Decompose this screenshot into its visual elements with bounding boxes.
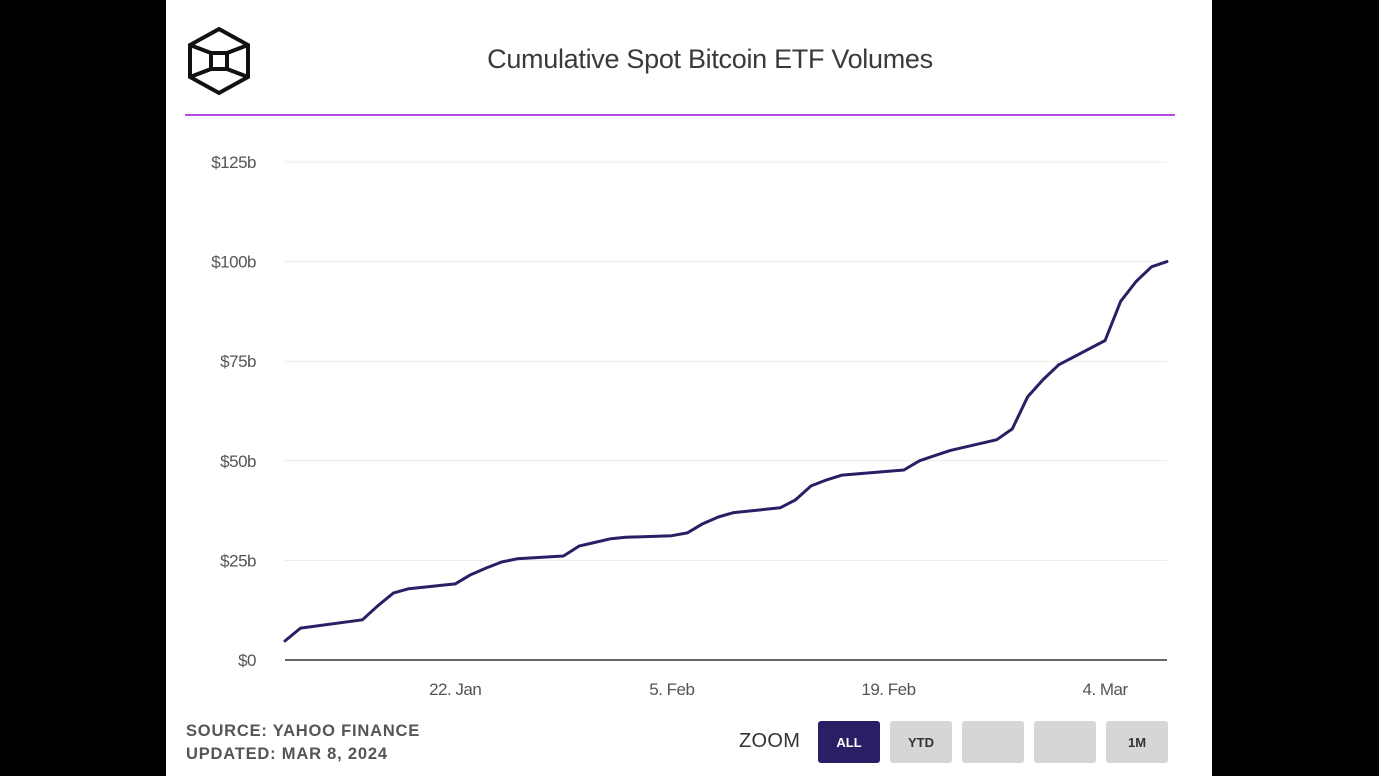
data-point[interactable] — [793, 497, 799, 503]
data-point[interactable] — [684, 530, 690, 536]
zoom-button-all[interactable]: ALL — [818, 721, 880, 763]
data-point[interactable] — [731, 510, 737, 516]
data-point[interactable] — [1009, 426, 1015, 432]
data-point[interactable] — [824, 477, 830, 483]
data-point[interactable] — [916, 458, 922, 464]
series-points — [282, 259, 1170, 644]
hexagon-cube-logo-icon — [188, 26, 250, 96]
y-axis-ticks: $0 $25b $50b $75b $100b $125b — [211, 153, 256, 670]
data-point[interactable] — [390, 590, 396, 596]
x-tick-label: 19. Feb — [861, 680, 915, 699]
zoom-label: ZOOM — [739, 730, 801, 752]
data-point[interactable] — [576, 543, 582, 549]
data-point[interactable] — [777, 505, 783, 511]
zoom-button-blank-2[interactable] — [1034, 721, 1096, 763]
data-point[interactable] — [669, 533, 675, 539]
title-divider — [185, 114, 1175, 116]
data-point[interactable] — [1133, 279, 1139, 285]
chart-panel — [166, 0, 1212, 776]
y-tick-label: $75b — [220, 352, 256, 371]
data-point[interactable] — [359, 617, 365, 623]
source-label: SOURCE: YAHOO FINANCE — [186, 722, 421, 740]
series-line-cumulative-volume[interactable] — [283, 260, 1169, 643]
x-tick-label: 22. Jan — [429, 680, 481, 699]
data-point[interactable] — [452, 581, 458, 587]
gridlines — [285, 161, 1167, 561]
data-point[interactable] — [1040, 377, 1046, 383]
x-tick-label: 4. Mar — [1083, 680, 1129, 699]
y-tick-label: $100b — [211, 253, 256, 272]
data-point[interactable] — [1056, 362, 1062, 368]
data-point[interactable] — [932, 453, 938, 459]
data-point[interactable] — [1118, 298, 1124, 304]
zoom-button-ytd[interactable]: YTD — [890, 721, 952, 763]
data-point[interactable] — [483, 565, 489, 571]
data-point[interactable] — [561, 553, 567, 559]
data-point[interactable] — [901, 467, 907, 473]
data-point[interactable] — [607, 536, 613, 542]
x-tick-label: 5. Feb — [649, 680, 694, 699]
data-point[interactable] — [468, 572, 474, 578]
zoom-button-blank-1[interactable] — [962, 721, 1024, 763]
data-point[interactable] — [1025, 394, 1031, 400]
y-tick-label: $0 — [238, 651, 256, 670]
updated-label: UPDATED: MAR 8, 2024 — [186, 745, 388, 763]
y-tick-label: $50b — [220, 452, 256, 471]
data-point[interactable] — [1149, 264, 1155, 270]
data-point[interactable] — [514, 556, 520, 562]
footer-credits: SOURCE: YAHOO FINANCE UPDATED: MAR 8, 20… — [186, 720, 420, 766]
data-point[interactable] — [808, 483, 814, 489]
data-point[interactable] — [1164, 259, 1170, 265]
zoom-button-1m[interactable]: 1M — [1106, 721, 1168, 763]
data-point[interactable] — [994, 437, 1000, 443]
data-point[interactable] — [297, 625, 303, 631]
data-point[interactable] — [947, 447, 953, 453]
data-point[interactable] — [282, 638, 288, 644]
data-point[interactable] — [406, 586, 412, 592]
data-point[interactable] — [715, 514, 721, 520]
data-point[interactable] — [499, 559, 505, 565]
data-point[interactable] — [839, 472, 845, 478]
data-point[interactable] — [1102, 337, 1108, 343]
data-point[interactable] — [375, 603, 381, 609]
x-axis-ticks: 22. Jan 5. Feb 19. Feb 4. Mar — [429, 680, 1129, 699]
y-tick-label: $25b — [220, 551, 256, 570]
data-point[interactable] — [700, 521, 706, 527]
data-point[interactable] — [622, 534, 628, 540]
data-point[interactable] — [591, 539, 597, 545]
chart-title: Cumulative Spot Bitcoin ETF Volumes — [487, 44, 933, 74]
y-tick-label: $125b — [211, 153, 256, 172]
